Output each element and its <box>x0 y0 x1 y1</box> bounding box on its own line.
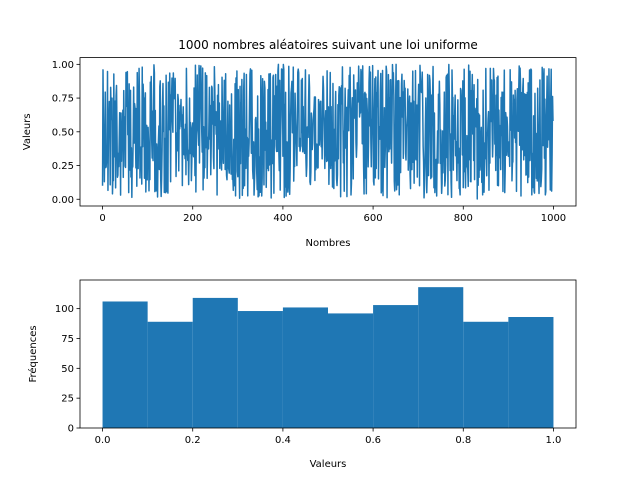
bottom-y-tick-label: 75 <box>61 334 74 345</box>
bottom-y-ticks: 0 25 50 75 100 <box>55 304 80 435</box>
bottom-x-tick-label: 0.0 <box>95 435 111 446</box>
histogram-chart: 0.0 0.2 0.4 0.6 0.8 1.0 0 25 50 75 100 Valeurs Fr… <box>27 279 577 470</box>
histogram-bar <box>102 301 148 428</box>
top-y-tick-label: 1.00 <box>52 60 74 71</box>
histogram-bar <box>192 297 238 428</box>
data-line <box>101 63 554 200</box>
bottom-y-tick-label: 25 <box>61 394 74 405</box>
bottom-y-tick-label: 50 <box>61 364 74 375</box>
top-x-tick-label: 200 <box>183 213 202 224</box>
histogram-bars <box>102 287 554 428</box>
bottom-x-tick-label: 0.2 <box>185 435 201 446</box>
top-chart-title: 1000 nombres aléatoires suivant une loi … <box>178 38 478 52</box>
histogram-bar <box>508 317 554 428</box>
top-y-tick-label: 0.00 <box>52 195 74 206</box>
top-x-tick-label: 400 <box>273 213 292 224</box>
line-series <box>101 63 554 200</box>
bottom-x-axis-label: Valeurs <box>310 459 347 470</box>
line-chart: 0 200 400 600 800 1000 0.00 0.25 0.50 0.75 1.00 1… <box>22 38 577 249</box>
bottom-x-tick-label: 0.6 <box>365 435 381 446</box>
bottom-y-tick-label: 100 <box>55 304 74 315</box>
histogram-bar <box>373 305 419 428</box>
bottom-y-axis-label: Fréquences <box>27 325 39 382</box>
bottom-x-tick-label: 1.0 <box>546 435 562 446</box>
histogram-bar <box>463 321 509 428</box>
top-x-tick-label: 600 <box>364 213 383 224</box>
bottom-x-tick-label: 0.8 <box>455 435 471 446</box>
histogram-bar <box>418 287 464 428</box>
bottom-plot-frame <box>79 279 577 429</box>
histogram-bar <box>328 313 374 428</box>
histogram-bar <box>282 307 328 428</box>
top-y-tick-label: 0.25 <box>52 161 74 172</box>
bottom-y-tick-label: 0 <box>68 424 74 435</box>
top-x-tick-label: 800 <box>454 213 473 224</box>
top-x-tick-label: 0 <box>99 213 105 224</box>
top-y-axis-label: Valeurs <box>22 113 33 150</box>
histogram-bar <box>237 311 283 428</box>
bottom-x-tick-label: 0.4 <box>275 435 291 446</box>
top-y-ticks: 0.00 0.25 0.50 0.75 1.00 <box>52 60 80 206</box>
bottom-x-ticks: 0.0 0.2 0.4 0.6 0.8 1.0 <box>95 428 562 446</box>
top-x-ticks: 0 200 400 600 800 1000 <box>99 206 566 224</box>
top-x-tick-label: 1000 <box>541 213 566 224</box>
top-y-tick-label: 0.50 <box>52 127 74 138</box>
top-y-tick-label: 0.75 <box>52 94 74 105</box>
histogram-bar <box>147 321 193 428</box>
top-x-axis-label: Nombres <box>306 238 351 249</box>
